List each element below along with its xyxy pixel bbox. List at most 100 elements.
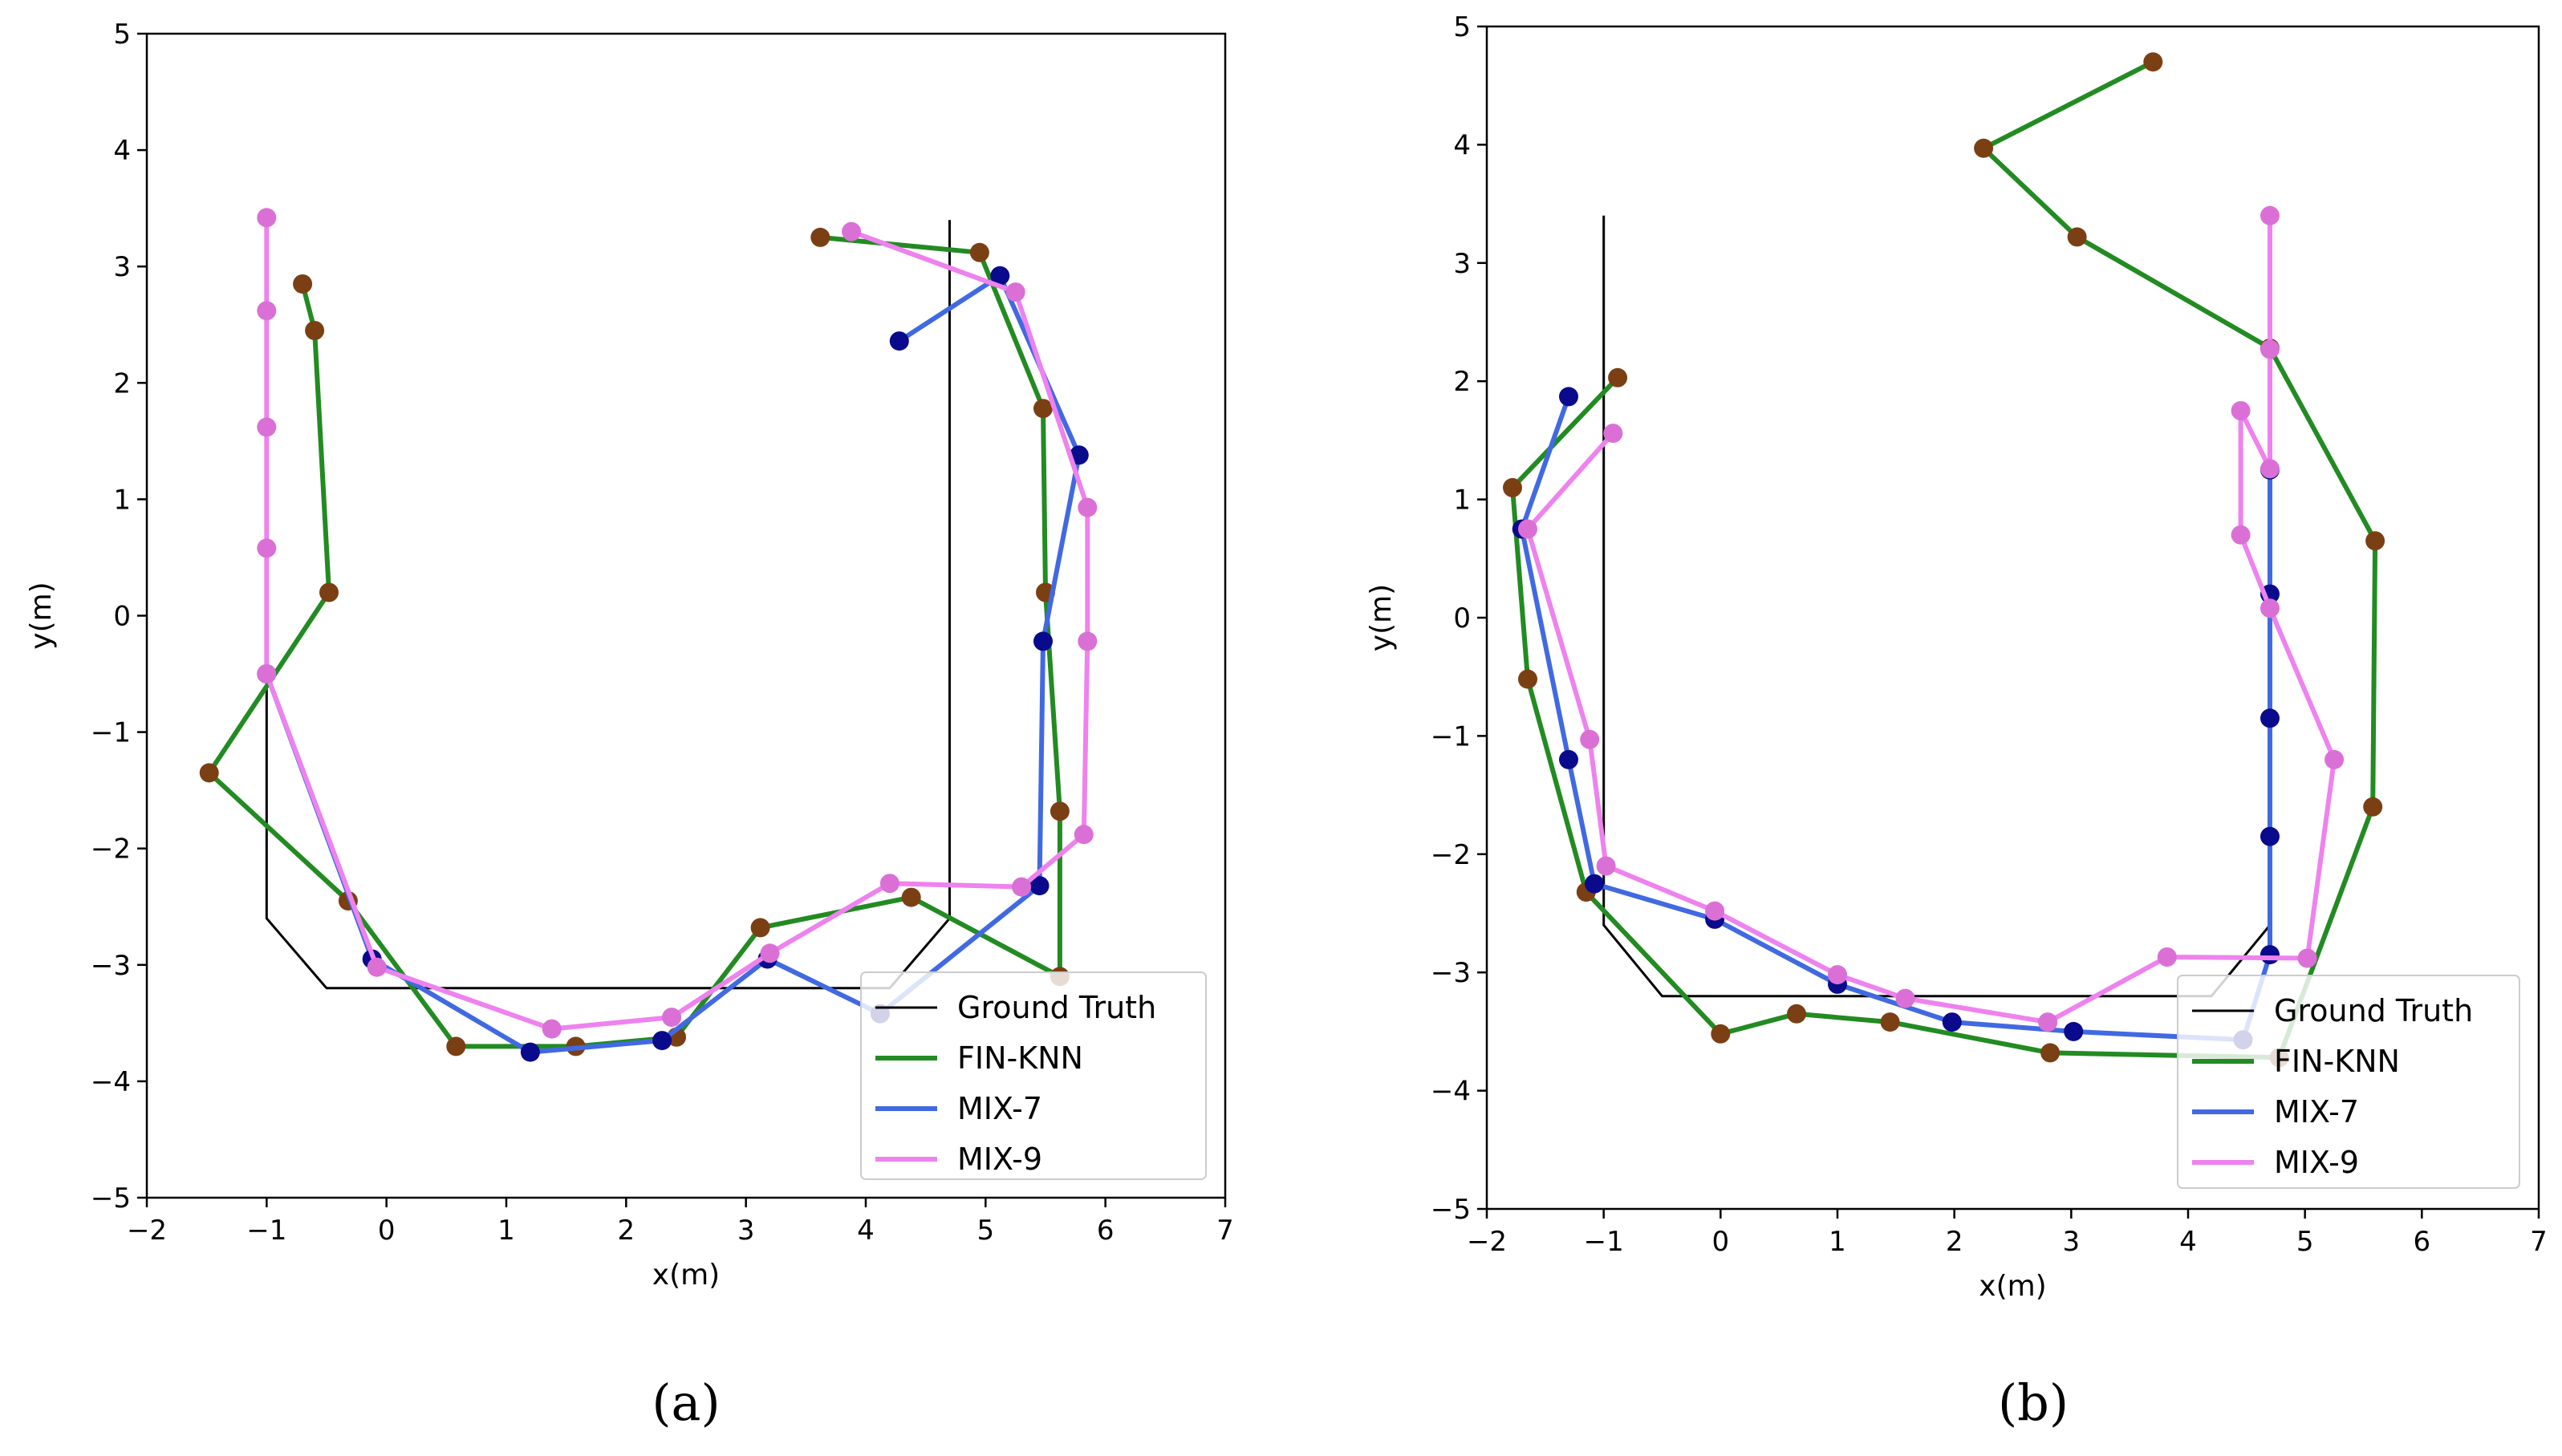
data-point [1895,988,1915,1008]
data-point [1074,825,1094,845]
series-line [1510,59,2378,1061]
data-point [257,664,277,683]
x-tick-label: 6 [2414,1226,2431,1258]
legend-box [860,971,1207,1180]
legend-box [2177,975,2520,1189]
data-point [2157,947,2177,967]
x-tick-label: 3 [2063,1226,2081,1258]
data-point [1050,801,1070,821]
data-point [2143,52,2163,72]
data-point [2231,525,2251,545]
x-tick-label: 1 [497,1215,515,1247]
data-point [842,221,862,241]
x-tick-label: 3 [737,1215,755,1247]
y-tick-label: 1 [113,484,131,516]
series-line [264,273,1082,1055]
data-point [2324,749,2345,769]
data-point [2260,826,2280,846]
data-point [1503,477,1522,497]
y-tick-label: 5 [113,18,131,51]
data-point [542,1019,562,1039]
data-point [760,943,780,963]
data-point [1078,631,1098,651]
series-line [264,217,1090,1032]
series-line [265,220,951,990]
x-tick-label: 0 [378,1215,396,1247]
y-tick-label: −3 [1431,957,1471,989]
legend-label: FIN-KNN [957,1040,1083,1076]
data-point [520,1042,540,1062]
data-point [652,1031,672,1051]
data-point [2297,948,2317,968]
data-point [2260,598,2280,618]
x-tick-label: −1 [246,1215,286,1247]
legend-label: Ground Truth [957,990,1156,1025]
y-tick-label: −4 [91,1066,131,1098]
data-point [1012,877,1032,897]
data-point [662,1008,682,1028]
legend-label: MIX-7 [2274,1094,2359,1130]
data-point [293,274,313,294]
data-point [1974,138,1994,158]
data-point [2038,1012,2058,1032]
series-line [1602,215,2272,998]
legend-label: FIN-KNN [2274,1044,2400,1079]
data-point [305,321,325,340]
legend-label: MIX-7 [957,1091,1042,1126]
x-tick-label: 0 [1712,1226,1730,1258]
data-point [1078,497,1098,517]
series-ground-truth [265,220,951,990]
data-point [969,242,989,262]
x-tick-label: 7 [2530,1226,2548,1258]
data-point [1942,1012,1962,1032]
data-point [1585,874,1604,894]
data-point [1559,749,1578,769]
y-tick-label: 3 [113,251,131,283]
data-point [1005,282,1025,302]
y-tick-label: −5 [91,1182,131,1215]
x-tick-label: 5 [2296,1226,2314,1258]
y-tick-label: 3 [1453,248,1471,280]
data-point [2260,205,2280,225]
y-axis-label: y(m) [1365,584,1398,651]
data-point [901,887,921,907]
data-point [257,208,277,228]
data-point [1033,631,1053,651]
data-point [1069,445,1089,465]
y-axis-label: y(m) [25,582,58,649]
x-tick-label: 4 [857,1215,875,1247]
chart-panel-b: Ground Truth FIN-KNN MIX-7 MIX-9 −2 −1 0 1 2 3 4 5 6… [1365,11,2548,1432]
data-point [367,957,387,977]
data-point [2231,401,2251,420]
y-tick-label: −5 [1431,1194,1471,1226]
series-line [206,234,1062,1049]
data-point [446,1036,466,1057]
series-line [1519,395,2272,1043]
legend: Ground Truth FIN-KNN MIX-7 MIX-9 [860,971,1207,1180]
x-axis-label: x(m) [1979,1270,2046,1303]
data-point [810,227,830,247]
y-tick-label: 4 [1453,129,1471,161]
data-point [1033,399,1053,419]
y-tick-label: −1 [1431,720,1471,752]
x-tick-label: 2 [618,1215,635,1247]
x-tick-label: 7 [1216,1215,1234,1247]
data-point [1880,1012,1900,1032]
data-point [2040,1043,2061,1063]
legend-label: MIX-9 [2274,1145,2359,1180]
legend: Ground Truth FIN-KNN MIX-7 MIX-9 [2177,975,2520,1189]
y-tick-label: −4 [1431,1076,1471,1108]
data-point [1559,387,1578,407]
data-point [1580,729,1600,749]
data-point [2260,945,2280,965]
data-point [1596,856,1616,876]
panel-caption: (b) [1998,1373,2069,1432]
data-point [2067,227,2087,247]
series-mix-9 [1518,205,2345,1032]
y-tick-label: 2 [1453,366,1471,398]
data-point [319,582,339,602]
y-tick-label: −1 [91,717,131,749]
series-ground-truth [1602,215,2272,998]
x-tick-label: 4 [2179,1226,2197,1258]
